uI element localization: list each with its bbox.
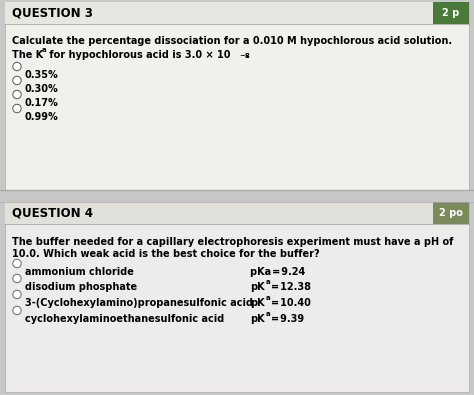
Text: 0.99%: 0.99% [25,112,59,122]
Circle shape [13,90,21,99]
Text: .: . [246,50,250,60]
Circle shape [13,306,21,315]
Text: QUESTION 3: QUESTION 3 [12,6,93,19]
Text: 0.30%: 0.30% [25,84,59,94]
Text: a: a [42,47,46,53]
Bar [5,202,469,224]
Bar [5,2,469,190]
Text: QUESTION 4: QUESTION 4 [12,207,93,220]
Text: a: a [266,280,271,286]
Bar [5,2,469,24]
Text: = 12.38: = 12.38 [270,282,311,292]
Text: for hypochlorous acid is 3.0 × 10: for hypochlorous acid is 3.0 × 10 [46,50,230,60]
Text: pK: pK [250,314,264,324]
Circle shape [13,259,21,268]
Text: 3-(Cyclohexylamino)propanesulfonic acid: 3-(Cyclohexylamino)propanesulfonic acid [25,298,253,308]
Text: 0.35%: 0.35% [25,70,59,80]
Text: The buffer needed for a capillary electrophoresis experiment must have a pH of: The buffer needed for a capillary electr… [12,237,453,247]
Text: The K: The K [12,50,43,60]
Text: pK: pK [250,282,264,292]
Text: ammonium chloride: ammonium chloride [25,267,134,277]
Text: −8: −8 [239,53,250,60]
Text: pK: pK [250,298,264,308]
Text: = 10.40: = 10.40 [270,298,311,308]
Bar [5,202,469,392]
Circle shape [13,104,21,113]
Text: Calculate the percentage dissociation for a 0.010 M hypochlorous acid solution.: Calculate the percentage dissociation fo… [12,36,452,46]
Circle shape [13,76,21,85]
Circle shape [13,274,21,283]
Text: disodium phosphate: disodium phosphate [25,282,137,292]
Text: 10.0. Which weak acid is the best choice for the buffer?: 10.0. Which weak acid is the best choice… [12,249,319,259]
Bar [433,2,469,24]
Text: 2 po: 2 po [439,208,463,218]
Circle shape [13,290,21,299]
Text: cyclohexylaminoethanesulfonic acid: cyclohexylaminoethanesulfonic acid [25,314,224,324]
Text: 2 p: 2 p [442,8,460,18]
Text: a: a [266,312,271,318]
Text: 0.17%: 0.17% [25,98,59,108]
Circle shape [13,62,21,71]
Text: = 9.39: = 9.39 [270,314,304,324]
Text: pKa = 9.24: pKa = 9.24 [250,267,305,277]
Bar [433,202,469,224]
Text: a: a [266,295,271,301]
